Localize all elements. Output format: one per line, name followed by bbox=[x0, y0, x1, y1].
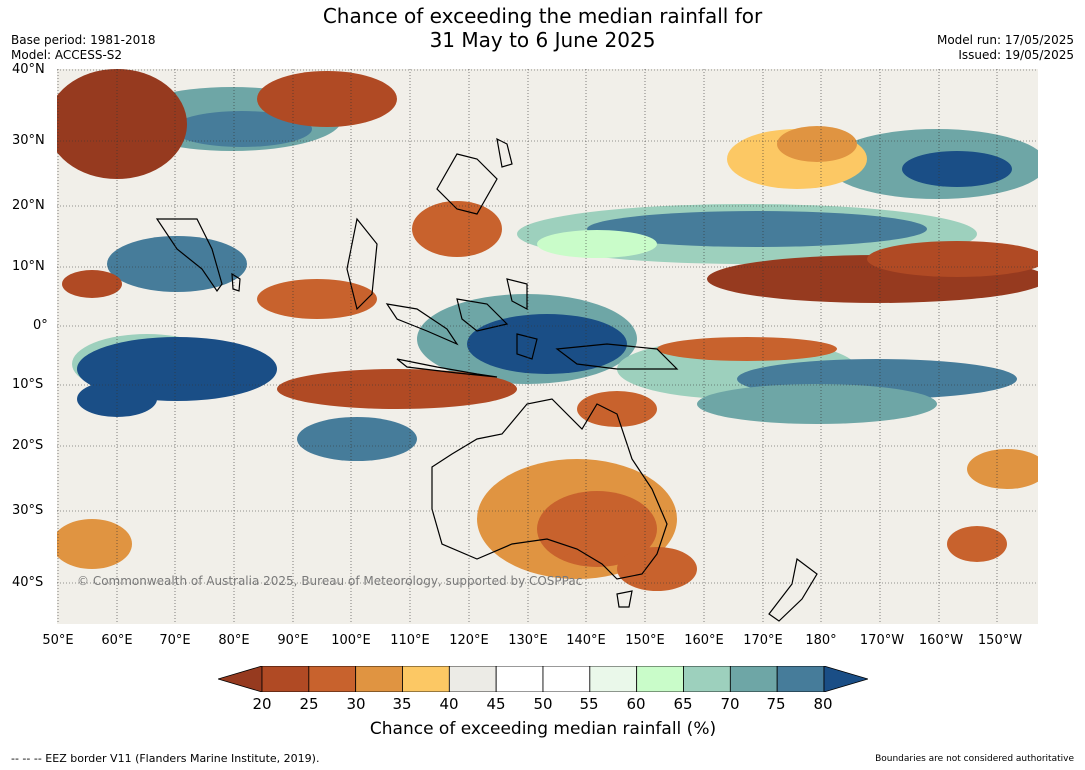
colorbar-segment bbox=[448, 666, 497, 692]
meta-right: Model run: 17/05/2025 Issued: 19/05/2025 bbox=[937, 33, 1074, 63]
colorbar-tick: 60 bbox=[626, 695, 646, 713]
lon-label: 80°E bbox=[218, 633, 250, 648]
colorbar-tick: 65 bbox=[673, 695, 693, 713]
colorbar-segment bbox=[683, 666, 731, 692]
map-title: Chance of exceeding the median rainfall … bbox=[0, 4, 1085, 52]
colorbar-tick: 40 bbox=[439, 695, 459, 713]
lat-label-30n: 30°N bbox=[12, 133, 45, 148]
lat-label-10s: 10°S bbox=[12, 377, 44, 392]
lat-label-40n: 40°N bbox=[12, 62, 45, 77]
lon-label: 100°E bbox=[331, 633, 371, 648]
model-name: Model: ACCESS-S2 bbox=[11, 48, 123, 62]
colorbar-segment bbox=[589, 666, 638, 692]
model-run: Model run: 17/05/2025 bbox=[936, 33, 1074, 47]
colorbar-under-arrow bbox=[218, 666, 263, 692]
lon-label: 170°E bbox=[743, 633, 783, 648]
lon-label: 170°W bbox=[859, 633, 905, 648]
wet-anomalies bbox=[72, 87, 1038, 461]
lon-label: 140°E bbox=[566, 633, 606, 648]
lon-label: 160°W bbox=[918, 633, 964, 648]
lon-label: 70°E bbox=[159, 633, 191, 648]
map-canvas bbox=[57, 69, 1038, 624]
colorbar-tick: 50 bbox=[533, 695, 553, 713]
lon-label: 150°E bbox=[625, 633, 665, 648]
colorbar-tick: 20 bbox=[252, 695, 272, 713]
colorbar-tick: 30 bbox=[346, 695, 366, 713]
lon-label: 110°E bbox=[390, 633, 430, 648]
dry-anomalies bbox=[57, 69, 1038, 591]
colorbar-segment bbox=[355, 666, 403, 692]
copyright-notice: © Commonwealth of Australia 2025, Bureau… bbox=[77, 574, 583, 588]
colorbar-tick: 45 bbox=[486, 695, 506, 713]
colorbar-tick: 55 bbox=[579, 695, 599, 713]
colorbar-segment bbox=[402, 666, 450, 692]
issued-date: Issued: 19/05/2025 bbox=[958, 48, 1074, 62]
colorbar-tick: 25 bbox=[299, 695, 319, 713]
base-period: Base period: 1981-2018 bbox=[11, 33, 156, 47]
graticule bbox=[57, 69, 1038, 624]
boundary-disclaimer: Boundaries are not considered authoritat… bbox=[875, 754, 1074, 764]
colorbar-segment bbox=[308, 666, 357, 692]
lon-label: 160°E bbox=[684, 633, 724, 648]
colorbar-tick: 75 bbox=[766, 695, 786, 713]
lat-label-20s: 20°S bbox=[12, 438, 44, 453]
lon-label: 50°E bbox=[42, 633, 74, 648]
meta-left: Base period: 1981-2018 Model: ACCESS-S2 bbox=[11, 33, 156, 63]
colorbar-tick: 35 bbox=[392, 695, 412, 713]
colorbar-segment bbox=[729, 666, 778, 692]
rainfall-map bbox=[57, 69, 1038, 624]
colorbar-segment bbox=[542, 666, 591, 692]
title-line-2: 31 May to 6 June 2025 bbox=[429, 28, 656, 52]
lat-label-30s: 30°S bbox=[12, 503, 44, 518]
lat-label-eq: 0° bbox=[33, 318, 48, 333]
lon-label: 60°E bbox=[101, 633, 133, 648]
colorbar-segment bbox=[776, 666, 825, 692]
lon-label: 90°E bbox=[277, 633, 309, 648]
lon-label: 150°W bbox=[977, 633, 1023, 648]
colorbar-over-arrow bbox=[823, 666, 868, 692]
lat-label-40s: 40°S bbox=[12, 575, 44, 590]
lat-label-10n: 10°N bbox=[12, 259, 45, 274]
colorbar bbox=[218, 666, 868, 692]
colorbar-segment bbox=[261, 666, 310, 692]
colorbar-tick: 70 bbox=[720, 695, 740, 713]
colorbar-segment bbox=[636, 666, 684, 692]
lon-label: 120°E bbox=[449, 633, 489, 648]
colorbar-segment bbox=[495, 666, 544, 692]
eez-legend: -- -- -- EEZ border V11 (Flanders Marine… bbox=[11, 752, 320, 765]
colorbar-label: Chance of exceeding median rainfall (%) bbox=[369, 719, 717, 739]
title-line-1: Chance of exceeding the median rainfall … bbox=[322, 4, 763, 28]
lat-label-20n: 20°N bbox=[12, 198, 45, 213]
colorbar-tick: 80 bbox=[813, 695, 833, 713]
lon-label: 180° bbox=[805, 633, 837, 648]
coastlines bbox=[155, 137, 818, 622]
lon-label: 130°E bbox=[508, 633, 548, 648]
